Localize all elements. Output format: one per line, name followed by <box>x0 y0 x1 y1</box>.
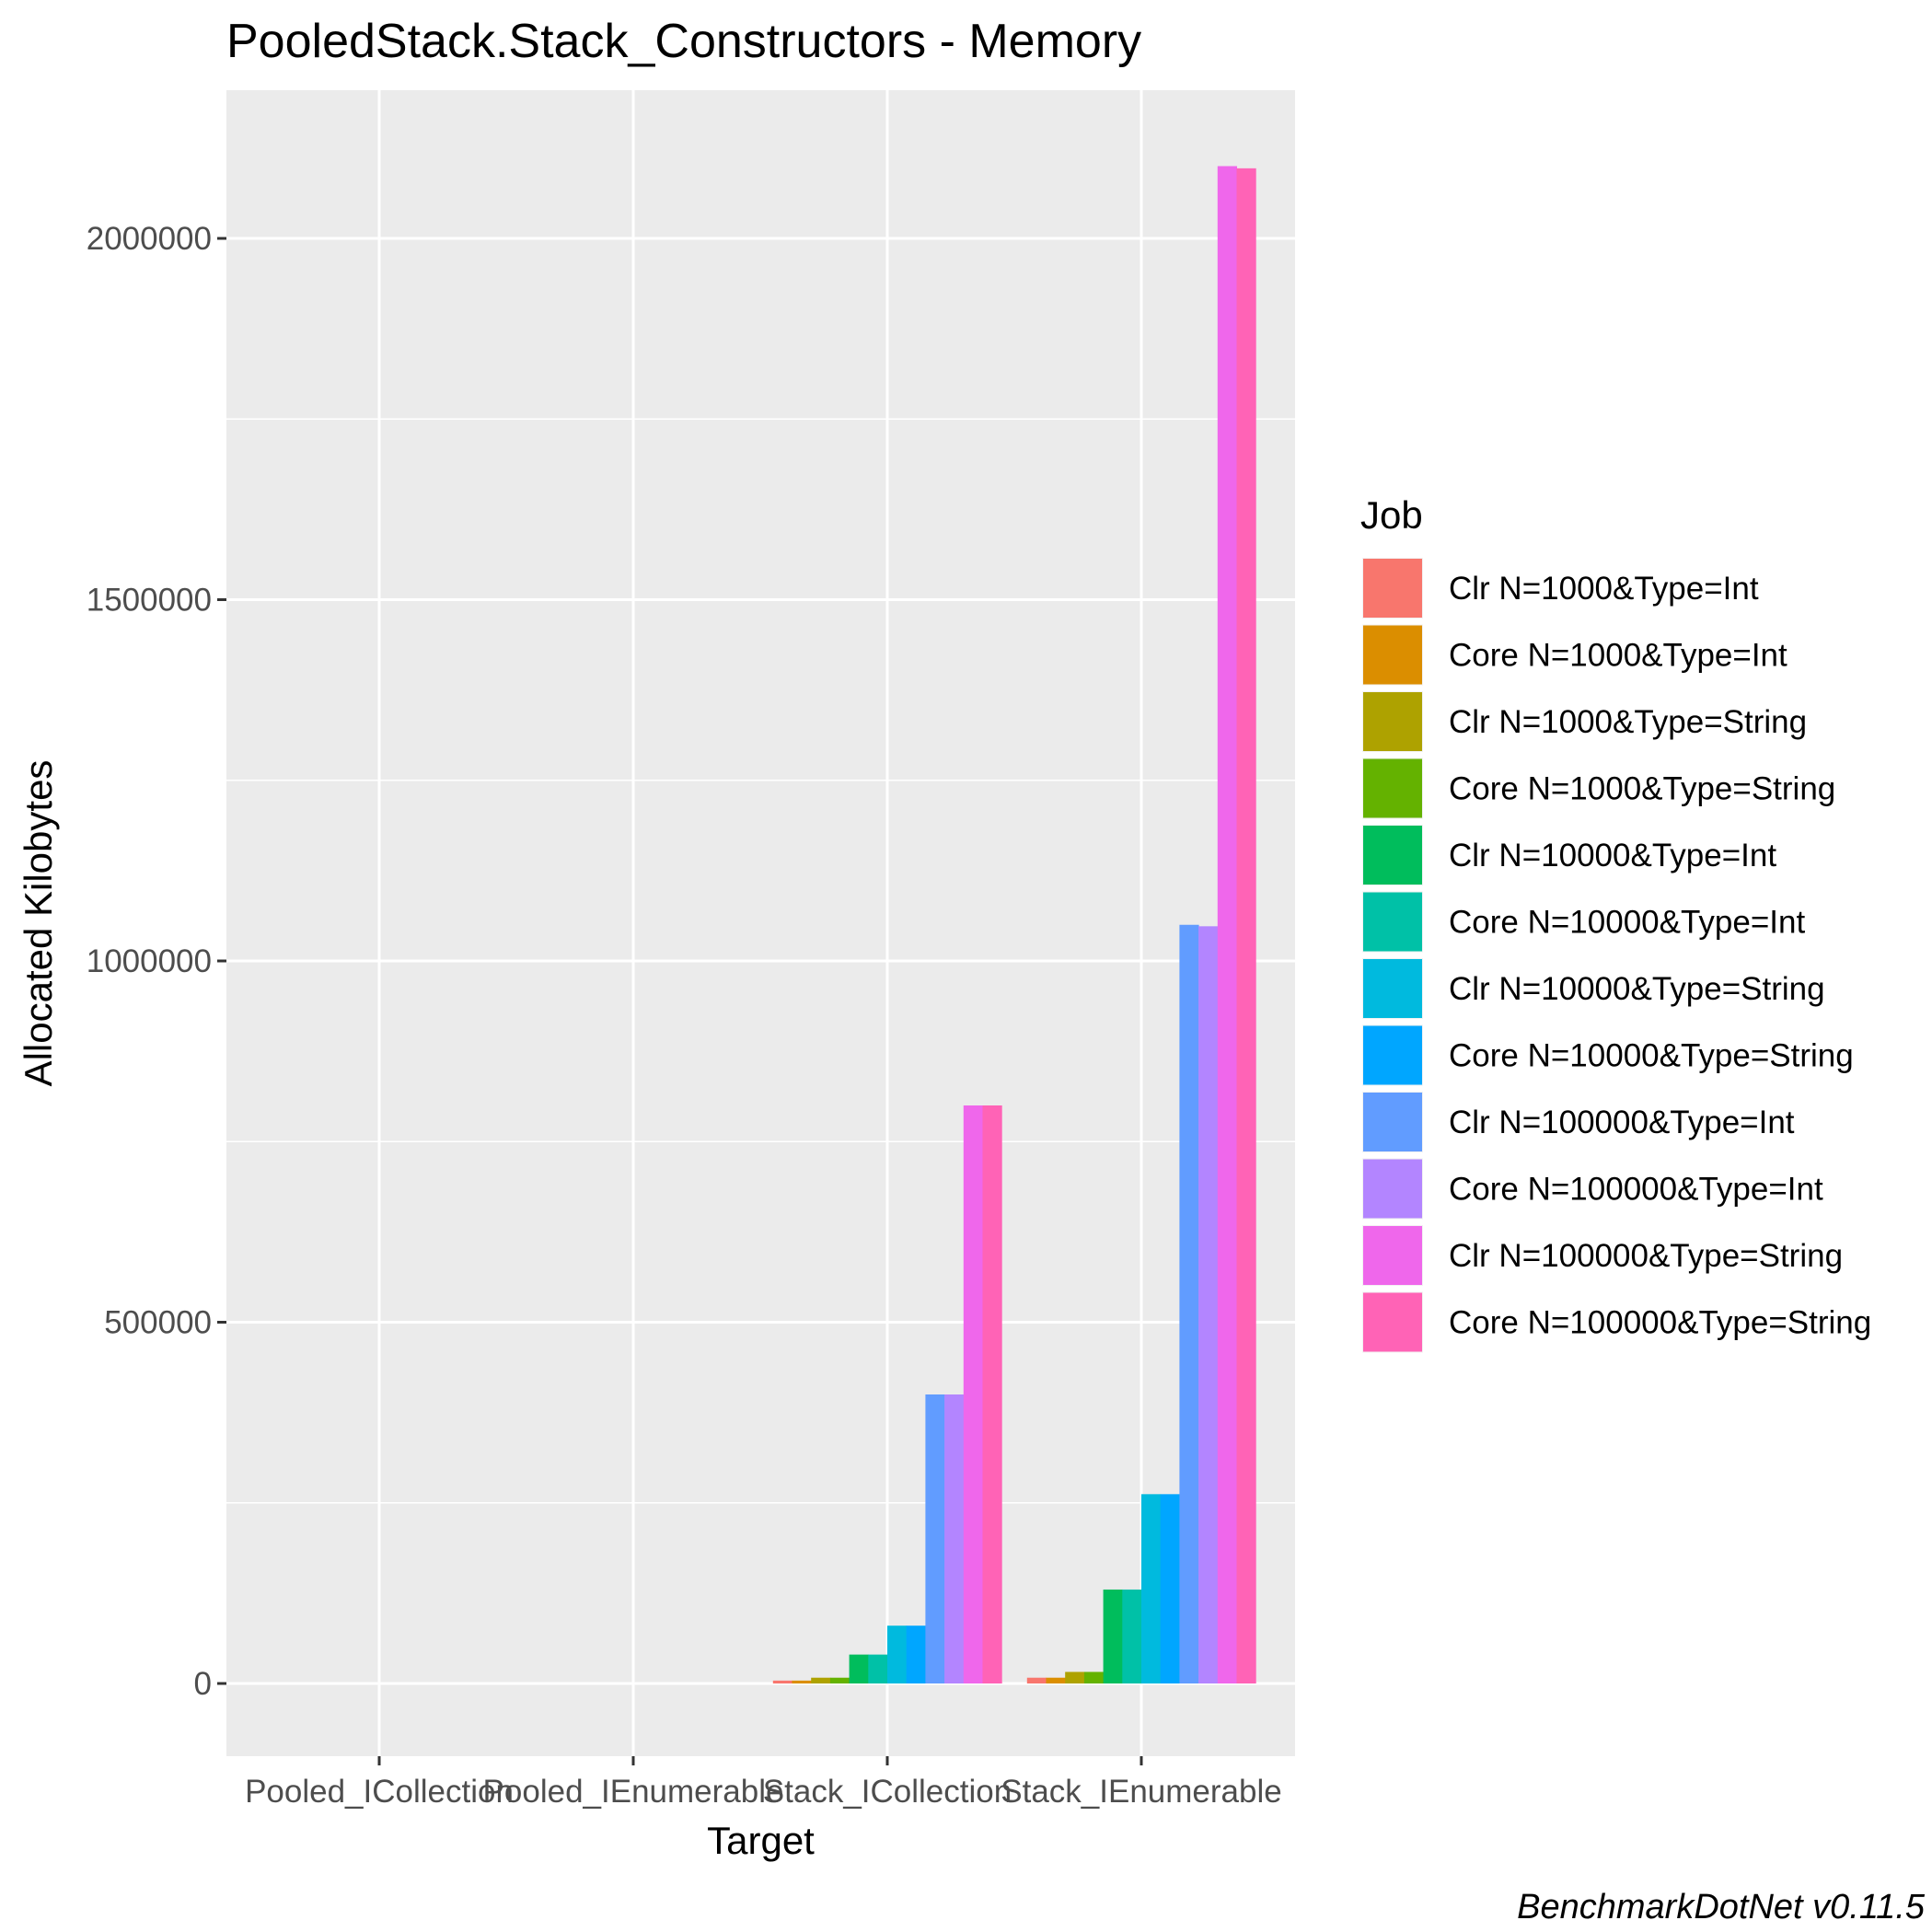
y-tick-label: 1000000 <box>87 943 212 979</box>
legend-label: Clr N=100000&Type=Int <box>1449 1105 1795 1140</box>
legend-key-swatch <box>1363 1093 1422 1151</box>
legend-key-swatch <box>1363 625 1422 685</box>
bar <box>849 1654 869 1683</box>
bar <box>906 1625 926 1683</box>
legend-key-swatch <box>1363 1226 1422 1285</box>
legend-label: Clr N=10000&Type=String <box>1449 971 1825 1007</box>
bar <box>1198 926 1219 1683</box>
y-tick-label: 500000 <box>104 1305 212 1341</box>
bar <box>1217 166 1237 1683</box>
legend-key-swatch <box>1363 1292 1422 1352</box>
y-tick-label: 2000000 <box>87 221 212 257</box>
legend-label: Clr N=1000&Type=String <box>1449 704 1807 740</box>
y-axis-title: Allocated Kilobytes <box>17 760 60 1087</box>
bar <box>1236 168 1256 1684</box>
bar <box>1065 1672 1085 1683</box>
chart-title: PooledStack.Stack_Constructors - Memory <box>226 15 1141 68</box>
legend-label: Core N=10000&Type=String <box>1449 1038 1854 1074</box>
bar <box>944 1394 965 1683</box>
bar <box>792 1680 812 1683</box>
legend-key-swatch <box>1363 892 1422 952</box>
bar <box>1103 1589 1123 1683</box>
x-tick-label: Pooled_IEnumerable <box>483 1774 784 1810</box>
bars <box>772 166 1256 1684</box>
x-tick-label: Stack_IEnumerable <box>1001 1774 1281 1810</box>
bar <box>1083 1672 1105 1683</box>
y-axis-ticks: 0 500000 1000000 1500000 2000000 <box>87 221 226 1702</box>
bar <box>1026 1677 1047 1683</box>
legend-label: Core N=100000&Type=Int <box>1449 1172 1823 1208</box>
legend: Job Clr N=1000&Type=Int Core N=1000&Type=… <box>1360 493 1871 1353</box>
legend-title: Job <box>1360 493 1423 537</box>
bar <box>772 1680 792 1683</box>
y-tick-label: 1500000 <box>87 583 212 619</box>
legend-key-swatch <box>1363 1159 1422 1219</box>
legend-key-swatch <box>1363 758 1422 818</box>
bar <box>1141 1494 1162 1683</box>
bar <box>963 1105 983 1683</box>
y-tick-label: 0 <box>194 1666 212 1702</box>
legend-label: Clr N=10000&Type=Int <box>1449 838 1776 873</box>
legend-label: Clr N=100000&Type=String <box>1449 1238 1843 1274</box>
x-axis-title: Target <box>707 1819 815 1862</box>
plot-panel <box>226 90 1295 1756</box>
chart-caption: BenchmarkDotNet v0.11.5 <box>1517 1888 1926 1926</box>
grid-minor <box>226 418 1295 1504</box>
x-tick-label: Pooled_ICollection <box>245 1774 514 1810</box>
bar <box>868 1654 888 1683</box>
legend-label: Core N=1000&Type=Int <box>1449 638 1787 674</box>
legend-key-swatch <box>1363 559 1422 618</box>
legend-label: Core N=10000&Type=Int <box>1449 905 1805 941</box>
x-tick-label: Stack_ICollection <box>763 1774 1012 1810</box>
legend-key-swatch <box>1363 959 1422 1018</box>
bar <box>925 1394 945 1683</box>
bar <box>1179 924 1199 1683</box>
legend-key-swatch <box>1363 692 1422 751</box>
legend-key-swatch <box>1363 826 1422 885</box>
bar <box>1046 1677 1066 1683</box>
bar <box>982 1105 1002 1683</box>
bar <box>829 1677 850 1683</box>
legend-label: Core N=1000&Type=String <box>1449 771 1835 807</box>
grid-major <box>226 90 1295 1756</box>
bar <box>1160 1494 1180 1683</box>
legend-key-swatch <box>1363 1025 1422 1085</box>
x-axis-ticks: Pooled_ICollectionPooled_IEnumerableStac… <box>245 1756 1282 1810</box>
bar <box>1122 1589 1142 1683</box>
legend-label: Core N=100000&Type=String <box>1449 1305 1871 1341</box>
bar <box>811 1677 831 1683</box>
bar <box>887 1625 908 1683</box>
legend-label: Clr N=1000&Type=Int <box>1449 571 1759 607</box>
